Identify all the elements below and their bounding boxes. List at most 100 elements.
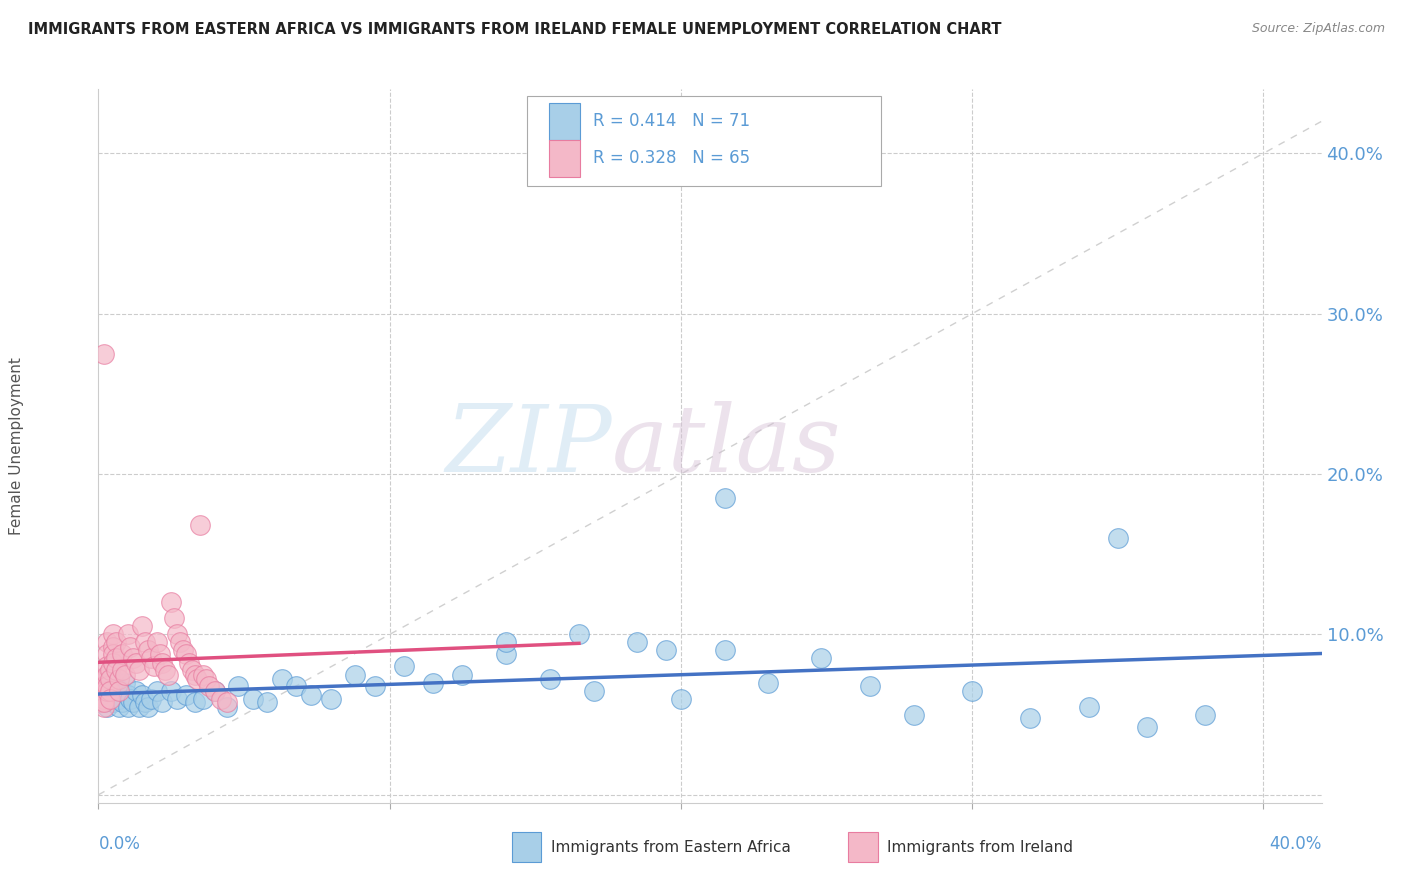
Point (90, 683, 112, 698)
Point (256, 695, 278, 709)
Point (96, 683, 118, 698)
Point (195, 673, 218, 687)
Point (136, 643, 159, 657)
Point (98, 673, 121, 687)
Point (96, 691, 118, 706)
Point (177, 657, 200, 671)
Point (104, 679, 127, 693)
Point (186, 673, 208, 687)
Point (172, 643, 194, 657)
Point (117, 689, 139, 703)
Point (98, 683, 121, 698)
Point (160, 595, 183, 609)
Point (1136, 721, 1159, 735)
Point (98, 691, 121, 706)
Point (166, 627, 188, 641)
Point (93, 679, 115, 693)
Point (104, 651, 127, 665)
Point (90, 675, 112, 690)
Point (93, 699, 115, 714)
Point (145, 635, 167, 649)
Point (134, 635, 156, 649)
Point (152, 657, 174, 671)
Point (142, 659, 165, 673)
Point (93, 691, 115, 706)
Point (713, 643, 735, 657)
Point (131, 689, 153, 703)
Text: R = 0.328   N = 65: R = 0.328 N = 65 (592, 150, 749, 168)
Point (226, 679, 249, 693)
Point (270, 673, 294, 687)
Point (101, 640, 124, 655)
Point (299, 689, 322, 703)
Point (152, 695, 174, 709)
Point (364, 679, 387, 693)
Point (90, 695, 112, 709)
Point (93, 683, 115, 698)
Point (160, 683, 183, 698)
Point (90, 695, 112, 709)
Point (120, 640, 142, 655)
Text: R = 0.414   N = 71: R = 0.414 N = 71 (592, 112, 749, 130)
FancyBboxPatch shape (512, 832, 541, 862)
Point (392, 659, 416, 673)
Point (125, 657, 148, 671)
Point (98, 683, 121, 698)
FancyBboxPatch shape (848, 832, 877, 862)
Point (93, 675, 115, 690)
Point (149, 647, 172, 661)
Text: Immigrants from Ireland: Immigrants from Ireland (887, 839, 1073, 855)
Point (193, 667, 215, 681)
Point (111, 695, 134, 709)
Point (120, 691, 142, 706)
Point (321, 691, 343, 706)
Point (90, 687, 112, 701)
Point (98, 691, 121, 706)
Point (193, 691, 215, 706)
Point (242, 691, 264, 706)
Point (128, 699, 150, 714)
Point (108, 699, 131, 714)
Point (1019, 711, 1042, 725)
Point (139, 651, 162, 665)
Point (104, 635, 127, 649)
Point (451, 667, 474, 681)
Point (136, 699, 159, 714)
Point (139, 691, 162, 706)
Point (859, 679, 882, 693)
Point (93, 673, 115, 687)
Point (96, 647, 118, 661)
Point (96, 699, 118, 714)
Point (655, 643, 678, 657)
Point (111, 647, 134, 661)
Point (713, 491, 735, 505)
Point (122, 651, 145, 665)
Point (422, 675, 444, 690)
Point (96, 659, 118, 673)
Text: 0.0%: 0.0% (98, 835, 141, 853)
Point (163, 611, 186, 625)
Point (169, 635, 191, 649)
Point (125, 683, 148, 698)
Text: atlas: atlas (612, 401, 842, 491)
Point (209, 691, 232, 706)
Point (101, 647, 124, 661)
Point (155, 663, 177, 677)
Point (111, 663, 134, 677)
Point (157, 667, 180, 681)
Point (128, 663, 150, 677)
Point (101, 657, 124, 671)
Point (101, 695, 124, 709)
Point (104, 689, 127, 703)
FancyBboxPatch shape (548, 103, 581, 140)
Point (582, 683, 605, 698)
Point (285, 679, 308, 693)
Point (114, 667, 136, 681)
Point (903, 707, 925, 722)
Point (180, 663, 202, 677)
Point (145, 683, 167, 698)
Point (1194, 707, 1216, 722)
Point (96, 667, 118, 681)
Point (104, 663, 127, 677)
Text: IMMIGRANTS FROM EASTERN AFRICA VS IMMIGRANTS FROM IRELAND FEMALE UNEMPLOYMENT CO: IMMIGRANTS FROM EASTERN AFRICA VS IMMIGR… (28, 22, 1001, 37)
